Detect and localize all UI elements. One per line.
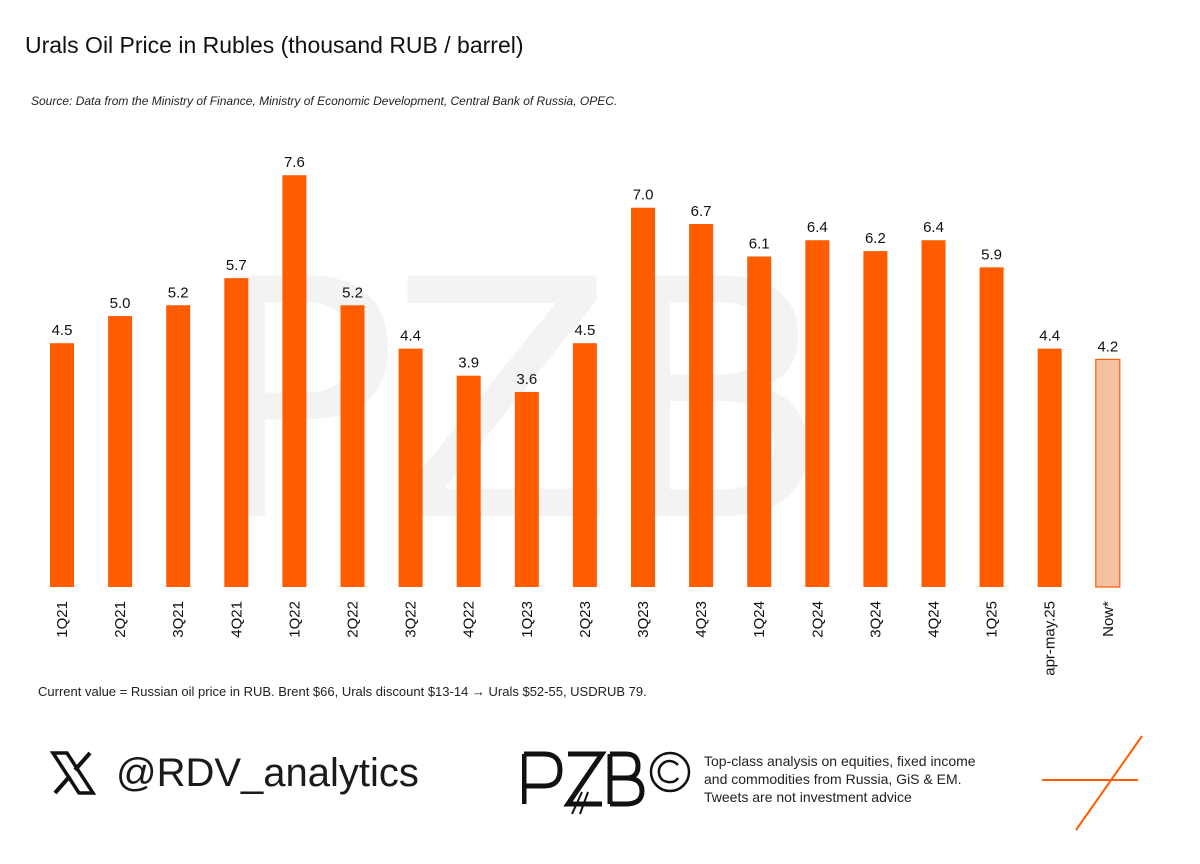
value-label-3Q23: 7.0 bbox=[633, 187, 654, 204]
category-label-Now*: Now* bbox=[1100, 601, 1117, 637]
value-label-4Q21: 5.7 bbox=[226, 257, 247, 274]
category-label-4Q21: 4Q21 bbox=[228, 601, 245, 638]
category-label-1Q23: 1Q23 bbox=[519, 601, 536, 638]
value-label-1Q25: 5.9 bbox=[981, 246, 1002, 263]
tagline-line-2: and commodities from Russia, GiS & EM. bbox=[704, 771, 962, 787]
category-label-4Q23: 4Q23 bbox=[693, 601, 710, 638]
bar-4Q23 bbox=[689, 223, 714, 587]
value-label-4Q24: 6.4 bbox=[923, 219, 944, 236]
category-label-2Q23: 2Q23 bbox=[577, 601, 594, 638]
value-label-3Q22: 4.4 bbox=[400, 328, 421, 345]
tagline-line-3: Tweets are not investment advice bbox=[704, 789, 912, 805]
category-label-3Q21: 3Q21 bbox=[170, 601, 187, 638]
bar-Now* bbox=[1095, 358, 1121, 588]
category-label-4Q22: 4Q22 bbox=[461, 601, 478, 638]
cross-mark-icon bbox=[1042, 735, 1143, 831]
category-label-1Q24: 1Q24 bbox=[751, 601, 768, 638]
bar-1Q24 bbox=[747, 256, 772, 587]
value-label-4Q23: 6.7 bbox=[691, 203, 712, 220]
category-label-2Q22: 2Q22 bbox=[345, 601, 362, 638]
bar-2Q24 bbox=[805, 240, 830, 587]
category-label-3Q23: 3Q23 bbox=[635, 601, 652, 638]
value-label-1Q23: 3.6 bbox=[516, 371, 537, 388]
category-label-1Q25: 1Q25 bbox=[984, 601, 1001, 638]
value-label-1Q22: 7.6 bbox=[284, 154, 305, 171]
bar-3Q23 bbox=[631, 207, 655, 587]
chart-source: Source: Data from the Ministry of Financ… bbox=[31, 94, 618, 108]
bar-1Q25 bbox=[979, 267, 1004, 587]
bar-2Q23 bbox=[572, 343, 597, 587]
category-label-apr-may.25: apr-may.25 bbox=[1042, 601, 1059, 676]
handle-text: @RDV_analytics bbox=[116, 750, 419, 795]
tagline: Top-class analysis on equities, fixed in… bbox=[704, 752, 976, 806]
bar-4Q24 bbox=[921, 240, 946, 587]
value-label-Now*: 4.2 bbox=[1097, 338, 1118, 355]
category-label-4Q24: 4Q24 bbox=[926, 601, 943, 638]
value-label-4Q22: 3.9 bbox=[458, 355, 479, 372]
value-label-1Q21: 4.5 bbox=[52, 322, 73, 339]
category-label-1Q21: 1Q21 bbox=[54, 601, 71, 638]
bar-chart: 4.5 5.0 5.2 5.7 7.6 5.2 4.4 3.9 3.6 4.5 7.0 6.7 6.1 6… bbox=[50, 154, 1121, 676]
value-label-1Q24: 6.1 bbox=[749, 235, 770, 252]
bar-1Q21 bbox=[50, 343, 74, 587]
bar-1Q23 bbox=[514, 391, 539, 587]
footnote: Current value = Russian oil price in RUB… bbox=[38, 684, 647, 699]
value-label-3Q24: 6.2 bbox=[865, 230, 886, 247]
twitter-handle[interactable]: @RDV_analytics bbox=[50, 750, 419, 796]
pzb-logo bbox=[522, 751, 691, 815]
category-label-3Q24: 3Q24 bbox=[867, 601, 884, 638]
bar-3Q22 bbox=[398, 348, 423, 587]
tagline-line-1: Top-class analysis on equities, fixed in… bbox=[704, 753, 976, 769]
chart-title: Urals Oil Price in Rubles (thousand RUB … bbox=[25, 32, 524, 58]
bar-4Q22 bbox=[456, 375, 481, 587]
category-label-1Q22: 1Q22 bbox=[286, 601, 303, 638]
value-label-2Q22: 5.2 bbox=[342, 284, 363, 301]
bar-1Q22 bbox=[282, 175, 307, 587]
x-logo-icon bbox=[50, 751, 96, 795]
value-label-2Q24: 6.4 bbox=[807, 219, 828, 236]
bar-4Q21 bbox=[224, 278, 249, 587]
bar-2Q22 bbox=[340, 305, 365, 587]
category-label-2Q24: 2Q24 bbox=[809, 601, 826, 638]
bar-3Q21 bbox=[166, 305, 191, 587]
value-label-2Q23: 4.5 bbox=[574, 322, 595, 339]
bar-apr-may.25 bbox=[1037, 348, 1062, 587]
bar-3Q24 bbox=[863, 251, 888, 587]
value-label-3Q21: 5.2 bbox=[168, 284, 189, 301]
category-label-2Q21: 2Q21 bbox=[112, 601, 129, 638]
bar-2Q21 bbox=[108, 316, 133, 587]
category-label-3Q22: 3Q22 bbox=[403, 601, 420, 638]
value-label-apr-may.25: 4.4 bbox=[1039, 328, 1060, 345]
value-label-2Q21: 5.0 bbox=[110, 295, 131, 312]
